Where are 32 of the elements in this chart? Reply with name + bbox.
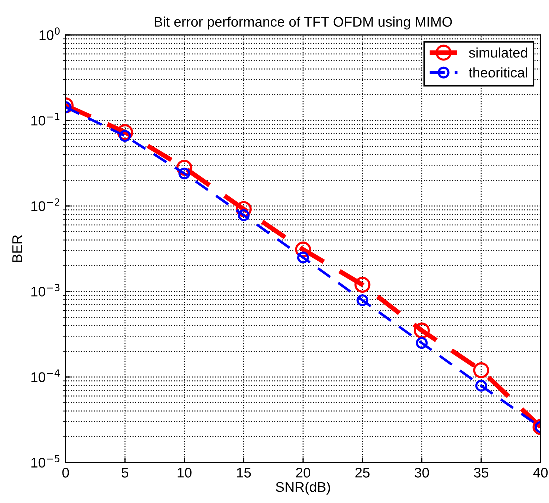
- point: [117, 124, 134, 140]
- point: [354, 276, 371, 293]
- x-tick-label: 5: [122, 468, 129, 478]
- y-tick-label: 10$^{−5}$: [32, 455, 60, 468]
- point: [414, 322, 430, 339]
- x-axis-title: SNR(dB): [276, 482, 330, 495]
- x-tick-label: 30: [414, 468, 430, 478]
- x-tick-label: 10: [178, 468, 192, 478]
- x-tick-label: 25: [356, 468, 370, 478]
- y-tick-label: 10$^{−1}$: [32, 113, 60, 126]
- x-tick-label: 40: [533, 468, 548, 478]
- point: [356, 294, 369, 306]
- point: [416, 337, 428, 350]
- point: [236, 201, 252, 218]
- y-tick-label: 10$^{−3}$: [32, 284, 60, 297]
- point: [295, 242, 312, 258]
- point: [297, 252, 310, 264]
- point: [476, 380, 488, 392]
- point: [473, 362, 490, 378]
- x-tick-label: 35: [474, 468, 489, 478]
- point: [176, 160, 193, 176]
- chart-title: Bit error performance of TFT OFDM using MIMO: [154, 16, 452, 30]
- x-tick-label: 15: [237, 468, 252, 478]
- y-axis-title: BER: [12, 235, 22, 262]
- x-tick-label: 0: [62, 468, 70, 478]
- legend-label: theoritical: [469, 68, 528, 78]
- y-tick-label: 10$^{−4}$: [32, 370, 60, 382]
- legend-label: simulated: [469, 48, 528, 58]
- x-tick-label: 20: [296, 468, 311, 478]
- y-tick-label: 10$^{0}$: [40, 28, 60, 40]
- y-tick-label: 10$^{−2}$: [32, 198, 60, 212]
- point: [238, 210, 250, 222]
